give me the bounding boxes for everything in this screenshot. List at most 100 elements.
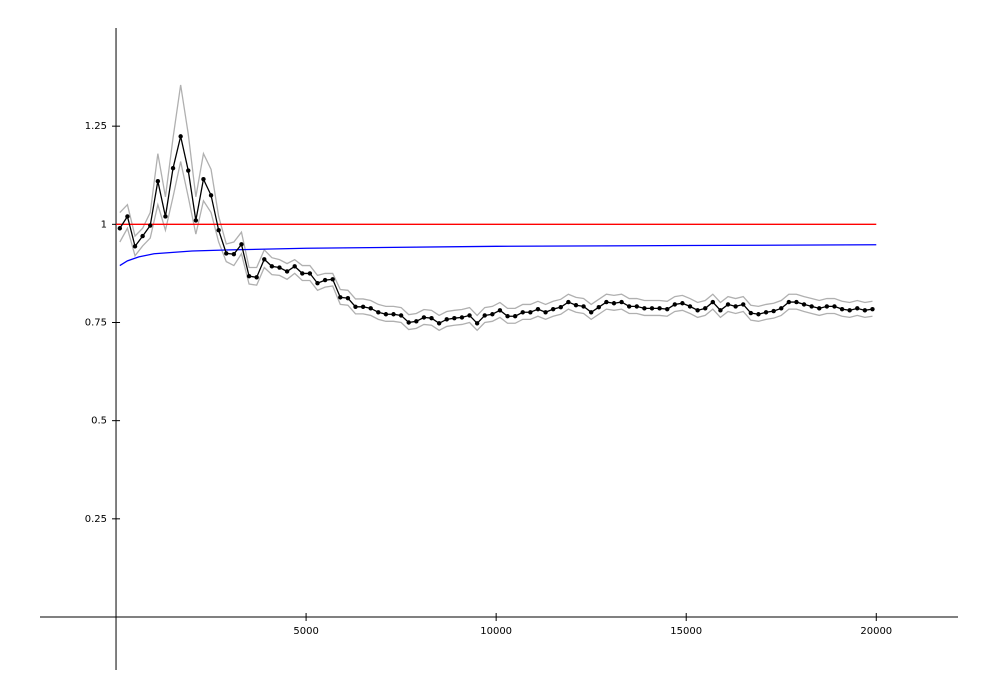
point xyxy=(672,302,678,307)
point xyxy=(558,304,563,310)
point xyxy=(300,271,305,276)
point xyxy=(824,304,830,309)
point xyxy=(315,281,320,286)
x-tick-label: 10000 xyxy=(480,626,512,637)
point xyxy=(338,295,343,300)
point xyxy=(786,299,792,305)
point xyxy=(505,314,510,319)
point xyxy=(436,321,442,326)
point xyxy=(581,304,586,309)
x-tick-label: 15000 xyxy=(670,626,702,637)
point xyxy=(611,301,617,306)
point xyxy=(224,251,229,256)
point xyxy=(125,214,130,219)
point xyxy=(855,306,860,311)
series-line xyxy=(119,84,873,317)
point xyxy=(155,178,161,184)
point xyxy=(307,271,313,276)
point xyxy=(665,306,670,312)
point xyxy=(847,308,852,313)
y-tick-label: 1 xyxy=(101,219,107,230)
point xyxy=(763,310,769,315)
point xyxy=(239,242,244,247)
point xyxy=(733,304,738,309)
point xyxy=(368,306,373,311)
point xyxy=(710,299,716,305)
point xyxy=(771,308,776,314)
point xyxy=(566,299,571,305)
point xyxy=(429,315,434,321)
point xyxy=(163,214,168,219)
y-tick-label: 0.5 xyxy=(91,416,107,427)
point xyxy=(649,306,655,311)
point xyxy=(148,223,153,228)
point xyxy=(604,299,609,305)
point xyxy=(657,306,662,311)
point xyxy=(703,306,708,311)
point xyxy=(482,313,487,318)
point xyxy=(626,304,632,309)
point xyxy=(178,134,183,139)
point xyxy=(756,312,761,317)
point xyxy=(512,314,518,319)
point xyxy=(474,321,480,326)
point xyxy=(588,310,594,315)
point xyxy=(345,295,351,301)
point xyxy=(208,193,214,198)
y-tick-label: 0.75 xyxy=(85,317,107,328)
point xyxy=(680,301,685,306)
y-tick-label: 1.25 xyxy=(85,121,107,132)
point xyxy=(695,308,700,313)
point xyxy=(459,315,465,320)
point xyxy=(794,299,799,305)
point xyxy=(254,275,259,280)
point xyxy=(186,168,191,173)
point xyxy=(490,312,495,317)
point xyxy=(718,308,723,313)
point xyxy=(353,304,358,309)
point xyxy=(619,299,624,305)
point xyxy=(444,317,449,322)
point xyxy=(383,312,389,317)
point xyxy=(817,306,822,311)
point xyxy=(170,165,176,171)
point xyxy=(117,226,123,231)
point xyxy=(201,176,206,182)
point xyxy=(292,264,297,269)
point xyxy=(748,310,754,316)
series-line xyxy=(119,244,877,267)
point xyxy=(269,264,275,269)
point xyxy=(543,310,548,315)
point xyxy=(330,277,335,282)
series-line xyxy=(119,161,873,332)
point xyxy=(216,228,221,233)
point xyxy=(528,310,533,315)
point xyxy=(406,320,411,325)
point xyxy=(642,306,647,311)
point xyxy=(634,304,639,309)
point xyxy=(360,304,366,309)
point xyxy=(231,251,237,257)
point xyxy=(573,303,579,308)
point xyxy=(284,269,290,274)
point xyxy=(398,313,404,318)
point xyxy=(322,277,328,283)
point xyxy=(497,308,503,313)
point xyxy=(687,304,693,309)
point xyxy=(741,302,746,307)
point xyxy=(520,310,525,315)
x-tick-label: 5000 xyxy=(293,626,318,637)
y-tick-label: 0.25 xyxy=(85,514,107,525)
point xyxy=(414,319,419,324)
point xyxy=(870,306,875,312)
point xyxy=(193,218,199,223)
x-tick-label: 20000 xyxy=(860,626,892,637)
point xyxy=(862,308,868,313)
point xyxy=(452,315,457,321)
point xyxy=(391,312,396,317)
series-line xyxy=(119,136,873,325)
point xyxy=(132,244,138,249)
point xyxy=(809,304,814,309)
point xyxy=(801,302,807,307)
